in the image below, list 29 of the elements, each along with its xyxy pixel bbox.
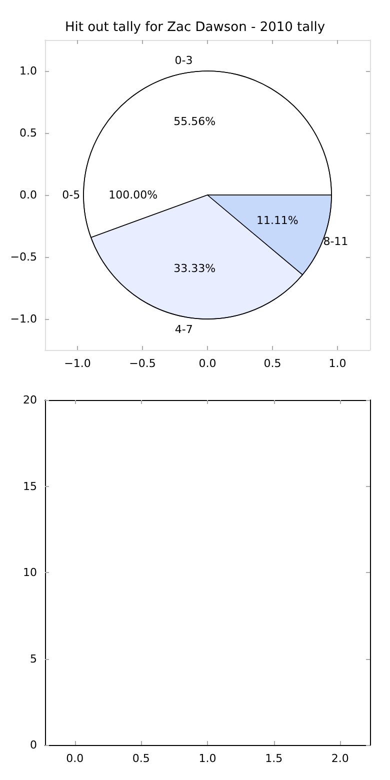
x-tick-label: −0.5 — [129, 357, 156, 370]
data-label: 33.33% — [174, 262, 216, 275]
x-tick-label: −1.0 — [64, 357, 91, 370]
y-tick-label: 5 — [30, 652, 37, 666]
slice-label: 0-3 — [174, 54, 193, 68]
slice-label: 0-5 — [62, 188, 80, 202]
y-tick-label: 15 — [23, 480, 37, 493]
data-label: 55.56% — [174, 115, 216, 128]
y-tick-label: −0.5 — [10, 250, 37, 264]
y-tick-label: −1.0 — [10, 312, 37, 326]
x-tick-label: 0.0 — [66, 752, 84, 765]
y-tick-label: 1.0 — [20, 64, 37, 78]
slice-label: 4-7 — [174, 322, 193, 336]
x-tick-label: 0.0 — [198, 357, 216, 370]
y-tick-label: 0.0 — [20, 188, 37, 202]
data-label: 100.00% — [108, 188, 158, 202]
data-label: 11.11% — [256, 214, 298, 227]
x-tick-label: 1.5 — [265, 752, 283, 765]
slice-label: 8-11 — [323, 235, 348, 248]
y-tick-label: 10 — [23, 566, 37, 579]
x-tick-label: 0.5 — [132, 752, 150, 765]
chart-title: Hit out tally for Zac Dawson - 2010 tally — [64, 20, 326, 35]
x-tick-label: 2.0 — [331, 752, 349, 765]
x-tick-label: 0.5 — [264, 357, 282, 370]
y-tick-label: 20 — [23, 394, 37, 406]
y-tick-label: 0.5 — [20, 126, 37, 140]
y-tick-label: 0 — [30, 738, 37, 752]
x-tick-label: 1.0 — [328, 357, 346, 370]
x-tick-label: 1.0 — [198, 752, 216, 765]
